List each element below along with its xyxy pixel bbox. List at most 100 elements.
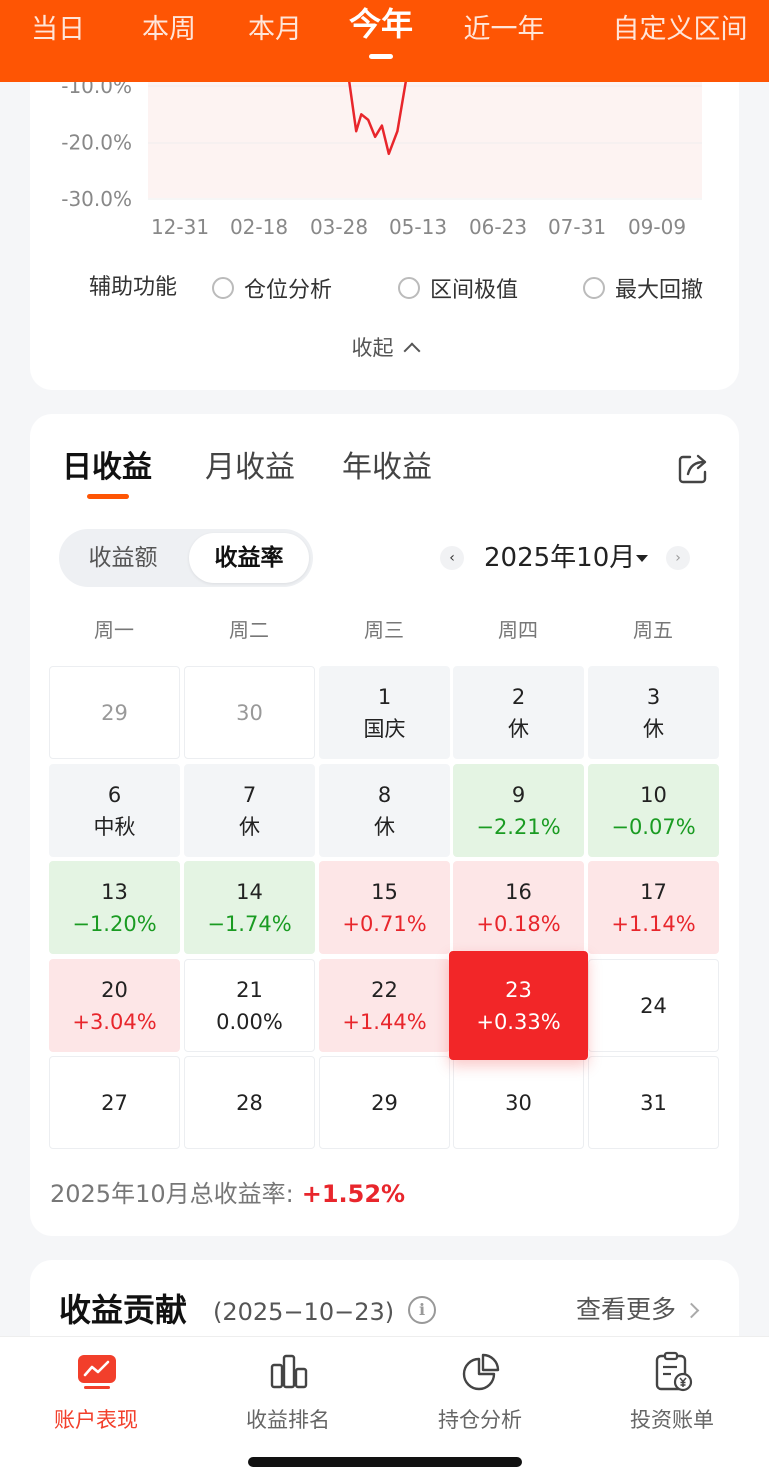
day-number: 21 <box>236 977 263 1002</box>
home-indicator <box>248 1457 522 1467</box>
share-icon[interactable] <box>676 452 710 486</box>
calendar-day-cell[interactable]: 10 −0.07% <box>588 764 719 857</box>
returns-calendar-card: 日收益 月收益 年收益 收益额 收益率 ‹ 2025年10月 › 周一 周二 周… <box>30 414 739 1236</box>
day-number: 30 <box>236 700 263 725</box>
radio-icon[interactable] <box>212 277 234 299</box>
chart-monitor-icon <box>78 1355 116 1389</box>
calendar-day-cell[interactable]: 21 0.00% <box>184 959 315 1052</box>
total-value: +1.52% <box>301 1180 406 1208</box>
nav-holding-analysis[interactable]: 持仓分析 <box>384 1351 576 1441</box>
day-number: 9 <box>511 782 526 807</box>
calendar-day-cell[interactable]: 6 中秋 <box>49 764 180 857</box>
day-return: 0.00% <box>216 1009 283 1034</box>
calendar-day-cell[interactable]: 22 +1.44% <box>319 959 450 1052</box>
radio-icon[interactable] <box>583 277 605 299</box>
caret-down-icon[interactable] <box>636 555 648 562</box>
weekday-label: 周三 <box>364 618 404 642</box>
position-analysis-option[interactable]: 仓位分析 <box>212 272 332 304</box>
calendar-day-cell[interactable]: 31 <box>588 1056 719 1149</box>
bar-chart-icon <box>270 1354 308 1389</box>
nav-return-ranking[interactable]: 收益排名 <box>192 1351 384 1441</box>
active-tab-indicator <box>369 54 393 59</box>
chevron-up-icon <box>403 342 420 360</box>
collapse-button[interactable]: 收起 <box>30 332 739 364</box>
day-number: 15 <box>371 879 398 904</box>
radio-icon[interactable] <box>398 277 420 299</box>
nav-label: 持仓分析 <box>438 1408 522 1432</box>
max-drawdown-option[interactable]: 最大回撤 <box>583 272 703 304</box>
day-number: 13 <box>101 879 128 904</box>
day-number: 22 <box>371 977 398 1002</box>
calendar-day-cell[interactable]: 15 +0.71% <box>319 861 450 954</box>
calendar-day-cell[interactable]: 17 +1.14% <box>588 861 719 954</box>
tab-monthly-returns[interactable]: 月收益 <box>205 450 295 485</box>
calendar-day-cell[interactable]: 9 −2.21% <box>453 764 584 857</box>
nav-label: 账户表现 <box>54 1408 138 1432</box>
tab-today[interactable]: 当日 <box>31 14 85 45</box>
nav-label: 收益排名 <box>246 1408 330 1432</box>
segment-amount[interactable]: 收益额 <box>88 545 158 571</box>
calendar-day-cell[interactable]: 13 −1.20% <box>49 861 180 954</box>
weekday-label: 周二 <box>229 618 269 642</box>
option-label: 仓位分析 <box>244 278 333 303</box>
tab-this-week[interactable]: 本周 <box>142 14 196 45</box>
calendar-day-cell[interactable]: 24 <box>588 959 719 1052</box>
calendar-day-cell[interactable]: 14 −1.74% <box>184 861 315 954</box>
day-return: −2.21% <box>476 814 561 839</box>
returns-tab-indicator <box>87 494 129 499</box>
day-number: 30 <box>505 1090 532 1115</box>
nav-label: 投资账单 <box>630 1408 714 1432</box>
day-number: 31 <box>640 1090 667 1115</box>
total-label: 2025年10月总收益率: <box>50 1180 294 1208</box>
tab-this-year[interactable]: 今年 <box>348 5 414 43</box>
tab-this-month[interactable]: 本月 <box>248 14 302 45</box>
day-number: 17 <box>640 879 667 904</box>
prev-month-button[interactable]: ‹ <box>440 546 464 570</box>
chart-plot-area <box>148 80 702 198</box>
calendar-day-cell[interactable]: 27 <box>49 1056 180 1149</box>
calendar-day-cell[interactable]: 29 <box>319 1056 450 1149</box>
day-number: 29 <box>371 1090 398 1115</box>
tab-daily-returns[interactable]: 日收益 <box>62 450 152 485</box>
tab-custom-range[interactable]: 自定义区间 <box>612 14 748 45</box>
day-return: 国庆 <box>363 716 406 741</box>
day-return: 休 <box>508 716 529 741</box>
calendar-day-cell[interactable]: 28 <box>184 1056 315 1149</box>
day-number: 28 <box>236 1090 263 1115</box>
next-month-button[interactable]: › <box>666 546 690 570</box>
calendar-day-cell[interactable]: 16 +0.18% <box>453 861 584 954</box>
month-selector[interactable]: 2025年10月 <box>484 543 636 573</box>
day-return: +0.33% <box>476 1009 561 1034</box>
calendar-day-cell[interactable]: 20 +3.04% <box>49 959 180 1052</box>
day-return: −1.74% <box>207 911 292 936</box>
bill-yuan-icon <box>655 1351 693 1392</box>
calendar-day-cell[interactable]: 23 +0.33% <box>449 951 588 1060</box>
tab-last-year[interactable]: 近一年 <box>463 14 545 45</box>
nav-account-performance[interactable]: 账户表现 <box>0 1351 192 1441</box>
day-number: 10 <box>640 782 667 807</box>
day-return: 休 <box>643 716 664 741</box>
info-icon[interactable]: i <box>408 1296 436 1324</box>
segment-rate[interactable]: 收益率 <box>189 533 309 583</box>
nav-investment-bill[interactable]: 投资账单 <box>576 1351 768 1441</box>
calendar-day-cell[interactable]: 30 <box>184 666 315 759</box>
bottom-nav: 账户表现 收益排名 持仓分析 <box>0 1336 769 1484</box>
calendar-day-cell[interactable]: 1 国庆 <box>319 666 450 759</box>
calendar-day-cell[interactable]: 29 <box>49 666 180 759</box>
calendar-day-cell[interactable]: 30 <box>453 1056 584 1149</box>
contribution-date: (2025−10−23) <box>213 1298 395 1326</box>
day-number: 1 <box>377 684 392 709</box>
range-extremes-option[interactable]: 区间极值 <box>398 272 518 304</box>
collapse-label: 收起 <box>351 336 394 360</box>
tab-yearly-returns[interactable]: 年收益 <box>342 450 432 485</box>
day-return: 休 <box>374 814 395 839</box>
returns-line-chart[interactable]: -10.0%-20.0%-30.0% 12-31 02-18 03-28 05-13 0… <box>30 40 739 270</box>
metric-segment-control: 收益额 收益率 <box>59 529 313 587</box>
day-number: 29 <box>101 700 128 725</box>
day-number: 20 <box>101 977 128 1002</box>
view-more-link[interactable]: 查看更多 <box>576 1292 700 1328</box>
